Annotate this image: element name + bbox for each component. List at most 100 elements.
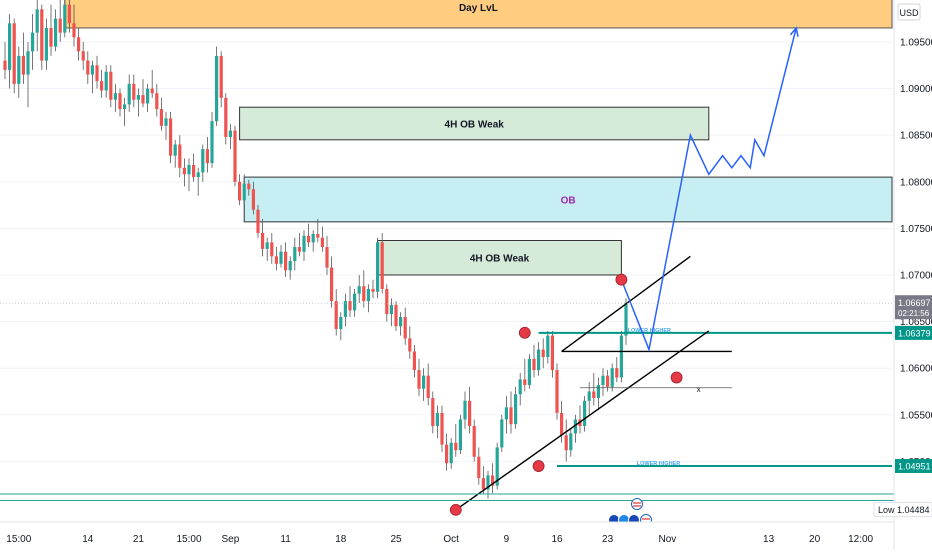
candle-body [146, 88, 150, 104]
candle-body [325, 247, 329, 268]
candle-body [583, 400, 587, 426]
time-tick-label: Oct [443, 534, 459, 545]
swing-point[interactable] [532, 460, 545, 472]
candle-body [532, 358, 536, 371]
time-tick-label: 16 [551, 534, 563, 545]
candle-body [564, 435, 568, 451]
level-price-value: 1.04951 [898, 461, 931, 471]
candle-body [40, 9, 44, 61]
candle-body [431, 398, 435, 426]
low-tag-value: 1.04484 [897, 505, 930, 515]
candle-body [44, 27, 48, 61]
candle-body [491, 475, 495, 486]
candle-body [224, 97, 228, 138]
current-price-tag[interactable] [895, 295, 932, 320]
candle-body [265, 242, 269, 249]
candle-body [550, 335, 554, 371]
channel-upper-line[interactable] [561, 255, 691, 352]
candle-body [58, 18, 62, 33]
zone-label: OB [561, 195, 576, 206]
candle-body [472, 425, 476, 457]
candle-body [422, 375, 426, 389]
time-tick-label: 13 [763, 534, 775, 545]
candle-body [67, 4, 71, 24]
candle-body [500, 419, 504, 448]
candle-body [481, 478, 485, 490]
projection-path[interactable] [620, 27, 797, 353]
time-axis[interactable]: 15:00 14 21 15:00 Sep 11 18 25 Oct 9 16 23 Nov 13 20 12… [0, 521, 932, 550]
zone-label: 4H OB Weak [445, 120, 505, 131]
candle-body [330, 267, 334, 302]
candle-body [159, 109, 163, 126]
x-mark-label: x [697, 385, 701, 394]
candle-body [210, 121, 214, 164]
candle-body [458, 419, 462, 451]
candle-body [49, 27, 53, 47]
currency-button[interactable] [897, 3, 921, 21]
zone-label: 4H OB Weak [470, 254, 530, 265]
candle-body [256, 209, 260, 234]
time-tick-label: 12:00 [848, 534, 873, 545]
candle-body [357, 286, 361, 294]
candle-body [113, 93, 117, 100]
candle-body [238, 181, 242, 201]
zones-layer: Day LvL 4H OB Weak OB 4H OB Weak [0, 0, 894, 462]
candle-body [274, 256, 278, 264]
candle-body [90, 65, 94, 75]
candle-body [150, 88, 154, 94]
swing-point[interactable] [670, 371, 683, 384]
candle-body [339, 316, 343, 330]
candle-body [81, 51, 85, 61]
levels-layer: LOWER HIGHER LOWER HIGHER [538, 328, 892, 467]
candle-body [182, 167, 186, 175]
zone-box[interactable] [239, 106, 710, 141]
channel-lower-line[interactable] [455, 330, 710, 511]
candle-body [353, 293, 357, 311]
price-axis[interactable]: USD 1.09500 1.09000 1.08500 1.08000 1.07500 1… [893, 0, 932, 550]
candle-body [279, 251, 283, 264]
time-tick-label: Sep [222, 534, 240, 545]
candle-body [192, 164, 196, 178]
candle-body [587, 391, 591, 401]
low-tag[interactable] [873, 502, 932, 518]
candle-body [141, 95, 145, 104]
candle-body [518, 379, 522, 395]
candle-body [100, 81, 104, 91]
candle-body [288, 261, 292, 271]
candle-body [132, 83, 136, 100]
candle-body [320, 237, 324, 248]
level-price-tag[interactable] [895, 458, 932, 473]
candle-body [495, 447, 499, 486]
candle-body [201, 149, 205, 173]
candle-body [8, 23, 12, 70]
candle-body [440, 412, 444, 445]
time-tick-label: 15:00 [6, 534, 31, 545]
candle-body [573, 419, 577, 434]
candle-body [523, 379, 527, 385]
event-markers [608, 498, 652, 526]
candle-body [334, 301, 338, 330]
swing-point[interactable] [449, 503, 462, 516]
candle-body [316, 233, 320, 238]
zone-box[interactable] [243, 176, 893, 223]
candle-body [463, 400, 467, 420]
candle-body [343, 301, 347, 317]
currency-label: USD [899, 8, 919, 18]
swing-point[interactable] [518, 326, 531, 339]
level-price-tag[interactable] [895, 325, 932, 340]
swing-point[interactable] [615, 273, 628, 286]
candle-body [307, 235, 311, 243]
candle-body [454, 442, 458, 451]
zone-label: Day LvL [459, 3, 498, 14]
candle-body [537, 349, 541, 371]
zone-box[interactable] [377, 239, 622, 276]
time-tick-label: 23 [602, 534, 614, 545]
candle-body [514, 394, 518, 425]
zone-box[interactable] [64, 0, 893, 29]
candle-body [12, 23, 16, 84]
candle-body [228, 130, 232, 138]
time-tick-label: 18 [335, 534, 347, 545]
us-flag-icon[interactable] [631, 498, 643, 510]
